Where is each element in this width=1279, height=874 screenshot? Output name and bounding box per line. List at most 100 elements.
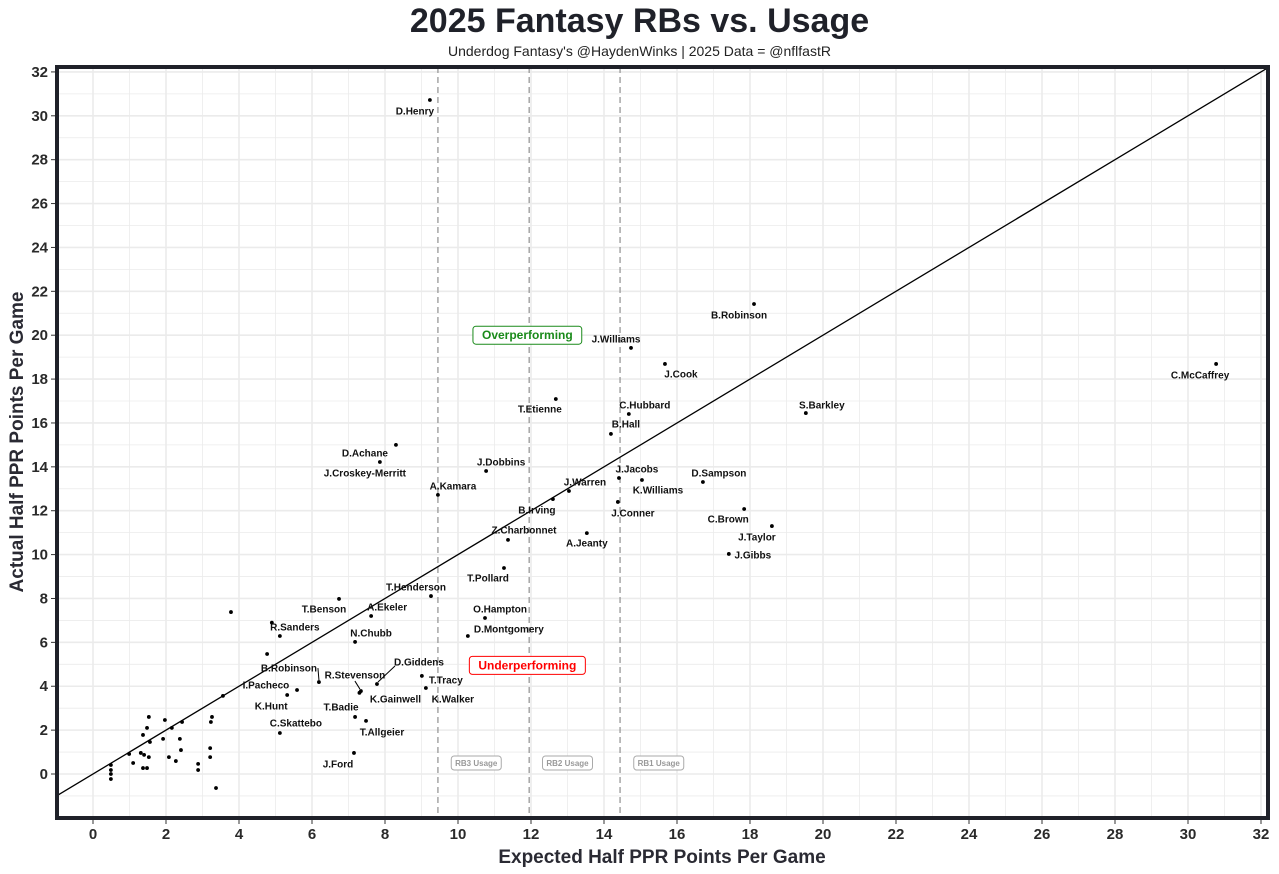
- point-label: D.Achane: [342, 448, 389, 459]
- point-label: A.Kamara: [430, 481, 477, 492]
- y-tick-label: 6: [40, 634, 48, 651]
- y-tick-label: 8: [40, 590, 48, 607]
- point-label: C.Skattebo: [270, 718, 322, 729]
- point-label: T.Pollard: [467, 573, 509, 584]
- data-point: [726, 552, 731, 556]
- y-tick-label: 26: [31, 196, 48, 213]
- y-tick-label: 4: [40, 678, 49, 695]
- data-point: [615, 500, 620, 504]
- data-point: [208, 720, 213, 724]
- data-point: [141, 766, 145, 770]
- data-point: [629, 346, 633, 350]
- tier-lines: RB3 Usage RB2 Usage RB1 Usage: [437, 67, 685, 818]
- y-tick-label: 18: [31, 371, 48, 388]
- point-label: K.Gainwell: [370, 694, 421, 705]
- label-leader-line: [377, 665, 396, 683]
- data-point: [138, 751, 143, 755]
- data-point: [584, 531, 589, 535]
- point-label: J.Taylor: [738, 533, 776, 544]
- annotations: Overperforming Underperforming: [468, 325, 586, 675]
- tier-label-box: [450, 755, 502, 771]
- data-point: [142, 753, 147, 757]
- data-point: [167, 755, 171, 760]
- label-leader-line: [317, 668, 320, 681]
- annotation-label: Underperforming: [478, 658, 576, 672]
- point-label: K.Hunt: [255, 702, 288, 713]
- data-point: [429, 594, 433, 598]
- x-tick-label: 20: [815, 826, 832, 843]
- data-point: [394, 443, 398, 447]
- x-tick-label: 6: [308, 826, 316, 843]
- chart-title: 2025 Fantasy RBs vs. Usage: [409, 2, 870, 40]
- point-label: Z.Charbonnet: [492, 525, 558, 536]
- plot-border: [55, 65, 1270, 820]
- point-label: D.Montgomery: [474, 624, 544, 635]
- data-point: [277, 634, 282, 638]
- y-tick-label: 12: [31, 503, 48, 520]
- axis-ticks: 0 2 4 6 8 10 12 14 16 18 20 22 24 26 28 30 3202468101214…: [31, 64, 1269, 843]
- annotation-box: [468, 655, 586, 675]
- data-point: [364, 719, 368, 723]
- tier-label: RB3 Usage: [455, 759, 498, 768]
- x-tick-label: 8: [381, 826, 389, 843]
- y-tick-label: 10: [31, 547, 48, 564]
- point-label: D.Sampson: [691, 468, 746, 479]
- data-point: [179, 748, 183, 752]
- label-leader-line: [354, 680, 361, 690]
- tier-label: RB1 Usage: [638, 759, 681, 768]
- data-point: [423, 686, 428, 690]
- point-label: C.Brown: [708, 514, 749, 525]
- data-point: [742, 507, 747, 511]
- data-point: [617, 476, 621, 480]
- data-point: [145, 766, 149, 770]
- data-point: [701, 480, 705, 484]
- data-point: [357, 690, 362, 695]
- y-tick-label: 2: [40, 722, 48, 739]
- x-tick-label: 16: [669, 826, 686, 843]
- y-tick-label: 16: [31, 415, 48, 432]
- data-point: [173, 759, 178, 763]
- y-axis-label: Actual Half PPR Points Per Game: [7, 292, 28, 593]
- data-point: [506, 538, 510, 542]
- tier-label-box: [633, 755, 685, 771]
- data-point: [609, 432, 613, 436]
- point-label: S.Barkley: [799, 401, 845, 412]
- point-label: J.Croskey-Merritt: [324, 469, 407, 480]
- data-point: [803, 411, 808, 415]
- point-label: J.Dobbins: [477, 458, 526, 469]
- x-tick-label: 32: [1253, 826, 1270, 843]
- data-point: [352, 751, 356, 755]
- data-point: [180, 720, 184, 724]
- y-tick-label: 20: [31, 327, 48, 344]
- data-point: [177, 736, 182, 741]
- point-label: B.Hall: [612, 419, 641, 430]
- data-point: [146, 715, 151, 719]
- point-label: O.Hampton: [473, 605, 527, 616]
- point-label: T.Henderson: [386, 583, 446, 594]
- data-point: [210, 715, 214, 719]
- data-point: [277, 731, 282, 735]
- reference-line: [56, 67, 1269, 797]
- data-point: [163, 718, 167, 722]
- data-point: [214, 786, 218, 790]
- data-point: [375, 682, 379, 686]
- point-label: R.Stevenson: [325, 671, 386, 682]
- x-tick-label: 4: [235, 826, 244, 843]
- data-point: [567, 489, 571, 493]
- data-point: [640, 478, 644, 482]
- data-point: [208, 746, 213, 751]
- data-point: [551, 497, 555, 501]
- point-label: J.Williams: [592, 334, 641, 345]
- point-label: C.Hubbard: [619, 400, 670, 411]
- x-axis-label: Expected Half PPR Points Per Game: [498, 847, 825, 868]
- x-tick-label: 2: [162, 826, 170, 843]
- data-point: [502, 566, 506, 570]
- data-point: [353, 715, 357, 719]
- data-point: [196, 762, 201, 766]
- point-label: A.Jeanty: [566, 539, 608, 550]
- point-label: T.Badie: [324, 702, 359, 713]
- data-point: [419, 674, 424, 678]
- y-tick-label: 14: [31, 459, 48, 476]
- data-point: [269, 620, 274, 625]
- y-tick-label: 0: [40, 766, 48, 783]
